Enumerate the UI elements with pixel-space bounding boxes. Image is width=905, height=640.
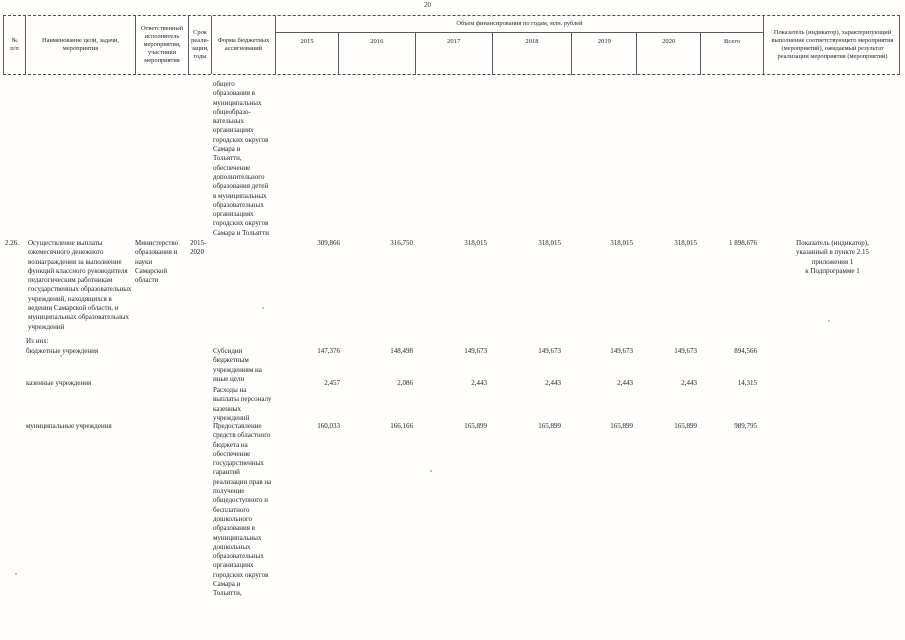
subrow-state-value-2019: 2,443 xyxy=(617,379,633,387)
row-226-responsible: Министерство образования и науки Самарск… xyxy=(135,239,179,285)
header-cell-name: Наименование цели, задачи, мероприятия xyxy=(26,16,136,74)
carryover-form-text: общего образования в муниципальных общео… xyxy=(213,80,270,237)
subrow-state-form: Расходы на выплаты персоналу казенных уч… xyxy=(213,386,272,422)
header-year-2018: 2018 xyxy=(493,33,573,75)
subrow-budget-form: Субсидии бюджетным учреждениям на иные ц… xyxy=(213,347,262,383)
row-226-indicator: Показатель (индикатор), указанный в пунк… xyxy=(796,239,869,275)
header-year-2015: 2015 xyxy=(276,33,339,75)
subrow-state-value-2016: 2,086 xyxy=(397,379,413,387)
subrow-budget-value-2019: 149,673 xyxy=(610,347,633,355)
row-226-value-total: 1 898,676 xyxy=(729,239,757,247)
scan-artifact-dot xyxy=(828,320,830,322)
row-226-value-2020: 318,015 xyxy=(674,239,697,247)
row-226-value-2019: 318,015 xyxy=(610,239,633,247)
header-cell-form: Форма бюджетных ассигнований xyxy=(212,16,276,74)
row-226-value-2017: 318,015 xyxy=(464,239,487,247)
row-226-term: 2015- 2020 xyxy=(190,239,207,257)
subrow-municipal-label: муниципальные учреждения xyxy=(26,422,112,430)
subrow-state-value-2018: 2,443 xyxy=(545,379,561,387)
subrow-state-value-total: 14,315 xyxy=(737,379,757,387)
subrow-municipal-value-2018: 165,899 xyxy=(538,422,561,430)
subrow-budget-label: бюджетные учреждения xyxy=(26,347,99,355)
header-cell-num: № п/п xyxy=(4,16,26,74)
scan-artifact-dot xyxy=(430,470,432,472)
subrow-budget-value-total: 894,566 xyxy=(734,347,757,355)
header-year-2019: 2019 xyxy=(572,33,638,75)
row-226-value-2016: 316,750 xyxy=(390,239,413,247)
header-group-finance: Объем финансирования по годам, млн. рубл… xyxy=(276,16,764,75)
subrow-municipal-value-total: 989,795 xyxy=(734,422,757,430)
iz-nih-label: Из них: xyxy=(26,337,49,345)
subrow-municipal-value-2016: 166,166 xyxy=(390,422,413,430)
subrow-municipal-form: Предоставление средств областного бюджет… xyxy=(213,422,272,598)
subrow-municipal-value-2019: 165,899 xyxy=(610,422,633,430)
row-226-number: 2.26. xyxy=(5,239,19,247)
subrow-budget-value-2018: 149,673 xyxy=(538,347,561,355)
header-year-2016: 2016 xyxy=(339,33,416,75)
header-cell-term: Срок реали- зации, годы xyxy=(189,16,212,74)
row-226-value-2018: 318,015 xyxy=(538,239,561,247)
subrow-state-value-2017: 2,443 xyxy=(471,379,487,387)
scan-artifact-dot xyxy=(60,355,62,357)
page-number: 20 xyxy=(424,1,431,9)
row-226-value-2015: 309,866 xyxy=(317,239,340,247)
subrow-budget-value-2020: 149,673 xyxy=(674,347,697,355)
subrow-municipal-value-2017: 165,899 xyxy=(464,422,487,430)
finance-group-title: Объем финансирования по годам, млн. рубл… xyxy=(276,16,763,33)
subrow-municipal-value-2015: 160,033 xyxy=(317,422,340,430)
header-cell-responsible: Ответственный исполнитель мероприятия, у… xyxy=(136,16,189,74)
scan-artifact-dot xyxy=(262,307,264,309)
subrow-municipal-value-2020: 165,899 xyxy=(674,422,697,430)
header-year-total: Всего xyxy=(724,38,741,45)
table-header: № п/п Наименование цели, задачи, меропри… xyxy=(3,15,900,75)
header-cell-indicator: Показатель (индикатор), характеризующий … xyxy=(771,29,894,60)
header-year-2017: 2017 xyxy=(416,33,493,75)
subrow-state-value-2015: 2,457 xyxy=(324,379,340,387)
subrow-budget-value-2017: 149,673 xyxy=(464,347,487,355)
header-year-2020: 2020 xyxy=(637,33,702,75)
finance-year-row: 2015 2016 2017 2018 2019 2020 Всего xyxy=(276,33,763,75)
subrow-state-value-2020: 2,443 xyxy=(681,379,697,387)
subrow-budget-value-2016: 148,498 xyxy=(390,347,413,355)
subrow-state-label: казенные учреждения xyxy=(26,379,92,387)
subrow-budget-value-2015: 147,376 xyxy=(317,347,340,355)
scan-artifact-dot xyxy=(15,573,17,575)
row-226-name: Осуществление выплаты ежемесячного денеж… xyxy=(28,239,132,331)
